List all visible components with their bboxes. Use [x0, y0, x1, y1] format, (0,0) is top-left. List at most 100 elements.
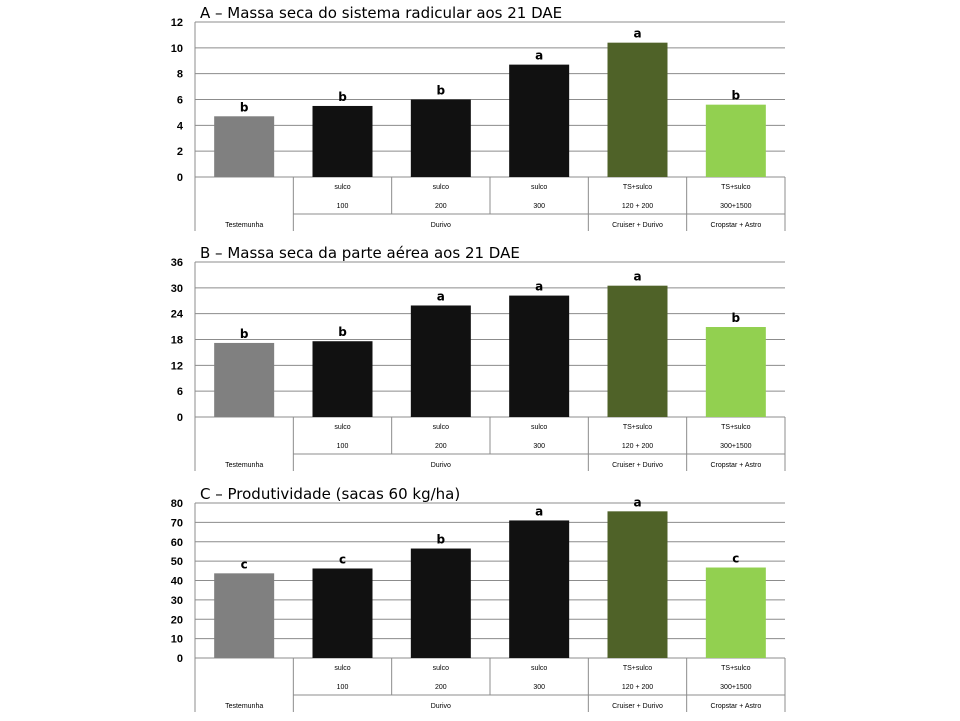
y-tick-label: 18 [171, 335, 183, 347]
significance-letter: c [241, 557, 248, 571]
category-label: TS+sulco [623, 184, 652, 191]
category-label: 100 [337, 684, 349, 691]
y-tick-label: 50 [171, 556, 183, 568]
category-label: TS+sulco [721, 665, 750, 672]
chart-title: B – Massa seca da parte aérea aos 21 DAE [200, 244, 520, 262]
y-tick-label: 0 [177, 653, 183, 665]
category-label: sulco [334, 184, 350, 191]
category-label: 200 [435, 684, 447, 691]
category-label: 300+1500 [720, 684, 751, 691]
category-label: sulco [334, 665, 350, 672]
bar [705, 104, 766, 177]
chart-c: C – Produtividade (sacas 60 kg/ha) 0 10 20 3… [171, 485, 786, 712]
significance-letter: b [338, 325, 347, 339]
category-label: 120 + 200 [622, 203, 653, 210]
significance-letter: c [732, 552, 739, 566]
group-label: Cruiser + Durivo [612, 222, 663, 229]
bar [214, 573, 275, 658]
group-label: Cropstar + Astro [710, 462, 761, 469]
category-label: 300 [533, 684, 545, 691]
y-tick-label: 10 [171, 43, 183, 55]
significance-letter: a [535, 280, 543, 294]
category-label: sulco [531, 665, 547, 672]
significance-letter: a [633, 495, 641, 509]
y-tick-label: 6 [177, 386, 183, 398]
y-tick-label: 2 [177, 146, 183, 158]
bar [312, 341, 373, 417]
y-tick-label: 10 [171, 634, 183, 646]
significance-letter: a [535, 49, 543, 63]
bar [214, 342, 275, 417]
category-label: 120 + 200 [622, 684, 653, 691]
y-tick-label: 24 [171, 309, 184, 321]
y-tick-label: 12 [171, 360, 183, 372]
bar [312, 105, 373, 177]
category-label: 100 [337, 203, 349, 210]
category-label: 120 + 200 [622, 443, 653, 450]
significance-letter: b [338, 90, 347, 104]
significance-letter: a [633, 27, 641, 41]
group-label: Durivo [431, 703, 451, 710]
y-tick-label: 20 [171, 614, 183, 626]
y-tick-label: 40 [171, 576, 183, 588]
y-tick-label: 8 [177, 69, 183, 81]
group-label: Cropstar + Astro [710, 703, 761, 710]
category-label: 300+1500 [720, 203, 751, 210]
category-label: 100 [337, 443, 349, 450]
group-label: Testemunha [225, 462, 263, 469]
bar [607, 511, 668, 658]
bar [705, 567, 766, 658]
group-label: Testemunha [225, 222, 263, 229]
y-tick-label: 70 [171, 517, 183, 529]
y-tick-label: 0 [177, 412, 183, 424]
category-label: sulco [531, 424, 547, 431]
y-tick-label: 6 [177, 95, 183, 107]
y-tick-label: 0 [177, 172, 183, 184]
category-label: 300+1500 [720, 443, 751, 450]
bar [410, 548, 471, 658]
significance-letter: b [240, 100, 249, 114]
bar [607, 42, 668, 177]
category-label: 300 [533, 203, 545, 210]
significance-letter: c [339, 552, 346, 566]
significance-letter: b [732, 89, 741, 103]
category-label: 200 [435, 443, 447, 450]
y-tick-label: 30 [171, 283, 183, 295]
bar [214, 116, 275, 177]
group-label: Testemunha [225, 703, 263, 710]
y-tick-label: 12 [171, 17, 183, 29]
significance-letter: b [240, 327, 249, 341]
group-label: Cruiser + Durivo [612, 462, 663, 469]
group-label: Durivo [431, 222, 451, 229]
bar [509, 64, 570, 177]
bar [410, 305, 471, 417]
category-label: sulco [433, 424, 449, 431]
y-tick-label: 80 [171, 498, 183, 510]
significance-letter: b [437, 533, 446, 547]
category-label: sulco [334, 424, 350, 431]
significance-letter: b [437, 84, 446, 98]
category-label: TS+sulco [721, 184, 750, 191]
chart-title: A – Massa seca do sistema radicular aos … [200, 4, 562, 22]
bar [607, 285, 668, 417]
y-tick-label: 4 [177, 120, 184, 132]
significance-letter: a [633, 270, 641, 284]
y-tick-label: 36 [171, 257, 183, 269]
category-label: 300 [533, 443, 545, 450]
chart-title: C – Produtividade (sacas 60 kg/ha) [200, 485, 460, 503]
bar [509, 520, 570, 658]
category-label: TS+sulco [623, 665, 652, 672]
category-label: TS+sulco [623, 424, 652, 431]
category-label: sulco [433, 184, 449, 191]
significance-letter: a [535, 504, 543, 518]
bar [410, 99, 471, 177]
y-tick-label: 60 [171, 537, 183, 549]
group-label: Cropstar + Astro [710, 222, 761, 229]
category-label: sulco [433, 665, 449, 672]
category-label: sulco [531, 184, 547, 191]
group-label: Durivo [431, 462, 451, 469]
bar [509, 295, 570, 417]
bar [312, 568, 373, 658]
category-label: TS+sulco [721, 424, 750, 431]
significance-letter: b [732, 311, 741, 325]
